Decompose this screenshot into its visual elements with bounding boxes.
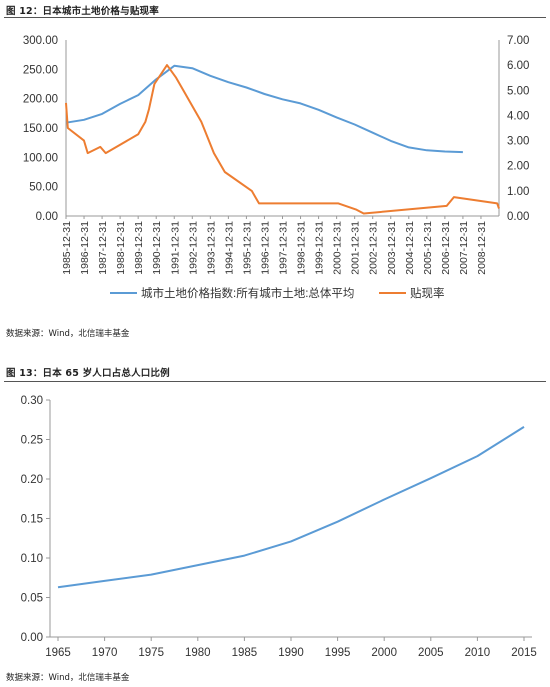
x-tick-label: 1992-12-31 [187, 221, 199, 275]
discount-rate-line [65, 64, 500, 215]
left-y-tick-label: 0.00 [36, 211, 58, 223]
right-y-tick-label: 4.00 [507, 110, 529, 122]
left-y-tick-label: 150.00 [23, 123, 58, 135]
x-tick-label: 2006-12-31 [440, 221, 452, 275]
figure1-source: 数据来源：Wind，北信瑞丰基金 [6, 329, 130, 339]
x-tick-label: 1991-12-31 [169, 221, 181, 275]
right-y-tick-label: 0.00 [507, 211, 529, 223]
x-tick-label: 1975 [138, 647, 164, 659]
x-tick-label: 2015 [511, 647, 537, 659]
y-tick-label: 0.05 [21, 593, 43, 605]
left-y-tick-label: 300.00 [23, 35, 58, 47]
right-y-tick-label: 1.00 [507, 186, 529, 198]
y-tick-label: 0.20 [21, 474, 43, 486]
x-tick-label: 1994-12-31 [223, 221, 235, 275]
x-tick-label: 1996-12-31 [259, 221, 271, 275]
x-tick-label: 1986-12-31 [79, 221, 91, 275]
x-tick-label: 1995 [325, 647, 351, 659]
x-tick-label: 1999-12-31 [314, 221, 326, 275]
x-tick-label: 2003-12-31 [386, 221, 398, 275]
x-tick-label: 1985-12-31 [61, 221, 73, 275]
x-tick-label: 1970 [92, 647, 118, 659]
x-tick-label: 1995-12-31 [241, 221, 253, 275]
figure2-title: 图 13：日本 65 岁人口占总人口比例 [6, 368, 170, 379]
right-y-tick-label: 5.00 [507, 85, 529, 97]
left-y-tick-label: 100.00 [23, 152, 58, 164]
x-tick-label: 1988-12-31 [115, 221, 127, 275]
figure2-source: 数据来源：Wind，北信瑞丰基金 [6, 673, 130, 683]
x-tick-label: 1987-12-31 [97, 221, 109, 275]
x-tick-label: 2005-12-31 [422, 221, 434, 275]
y-tick-label: 0.00 [21, 632, 43, 644]
x-tick-label: 1965 [45, 647, 71, 659]
x-tick-label: 1980 [185, 647, 211, 659]
x-tick-label: 2004-12-31 [404, 221, 416, 275]
legend-label-discount-rate: 贴现率 [410, 286, 445, 300]
x-tick-label: 2002-12-31 [368, 221, 380, 275]
left-y-tick-label: 50.00 [29, 182, 58, 194]
y-tick-label: 0.25 [21, 435, 43, 447]
legend-label-land-price: 城市土地价格指数:所有城市土地:总体平均 [141, 286, 354, 300]
y-tick-label: 0.30 [21, 395, 43, 407]
x-tick-label: 1990 [278, 647, 304, 659]
x-tick-label: 2000-12-31 [332, 221, 344, 275]
x-tick-label: 2005 [418, 647, 444, 659]
figure1-title: 图 12：日本城市土地价格与贴现率 [6, 6, 159, 17]
x-tick-label: 1997-12-31 [278, 221, 290, 275]
y-tick-label: 0.10 [21, 553, 43, 565]
y-tick-label: 0.15 [21, 514, 43, 526]
x-tick-label: 2001-12-31 [350, 221, 362, 275]
left-y-tick-label: 250.00 [23, 64, 58, 76]
right-y-tick-label: 3.00 [507, 136, 529, 148]
x-tick-label: 2000 [371, 647, 397, 659]
elderly-population-ratio-chart: 0.00 0.05 0.10 0.15 0.20 0.25 0.30 1965 1970 1975… [21, 395, 537, 659]
x-tick-label: 1989-12-31 [133, 221, 145, 275]
land-price-index-line [65, 64, 463, 154]
figure1-title-rule [4, 17, 546, 18]
x-tick-label: 1993-12-31 [205, 221, 217, 275]
left-y-tick-label: 200.00 [23, 94, 58, 106]
x-tick-label: 2007-12-31 [458, 221, 470, 275]
x-tick-label: 1985 [232, 647, 258, 659]
elderly-ratio-line [57, 426, 525, 589]
x-tick-label: 1990-12-31 [151, 221, 163, 275]
right-y-tick-label: 7.00 [507, 35, 529, 47]
x-tick-label: 1998-12-31 [296, 221, 308, 275]
x-tick-label: 2010 [465, 647, 491, 659]
right-y-tick-label: 2.00 [507, 161, 529, 173]
figure2-title-rule [4, 381, 546, 382]
x-tick-label: 2008-12-31 [476, 221, 488, 275]
right-y-tick-label: 6.00 [507, 60, 529, 72]
land-price-discount-rate-chart: 0.00 50.00 100.00 150.00 200.00 250.00 300.00 0… [23, 35, 530, 300]
